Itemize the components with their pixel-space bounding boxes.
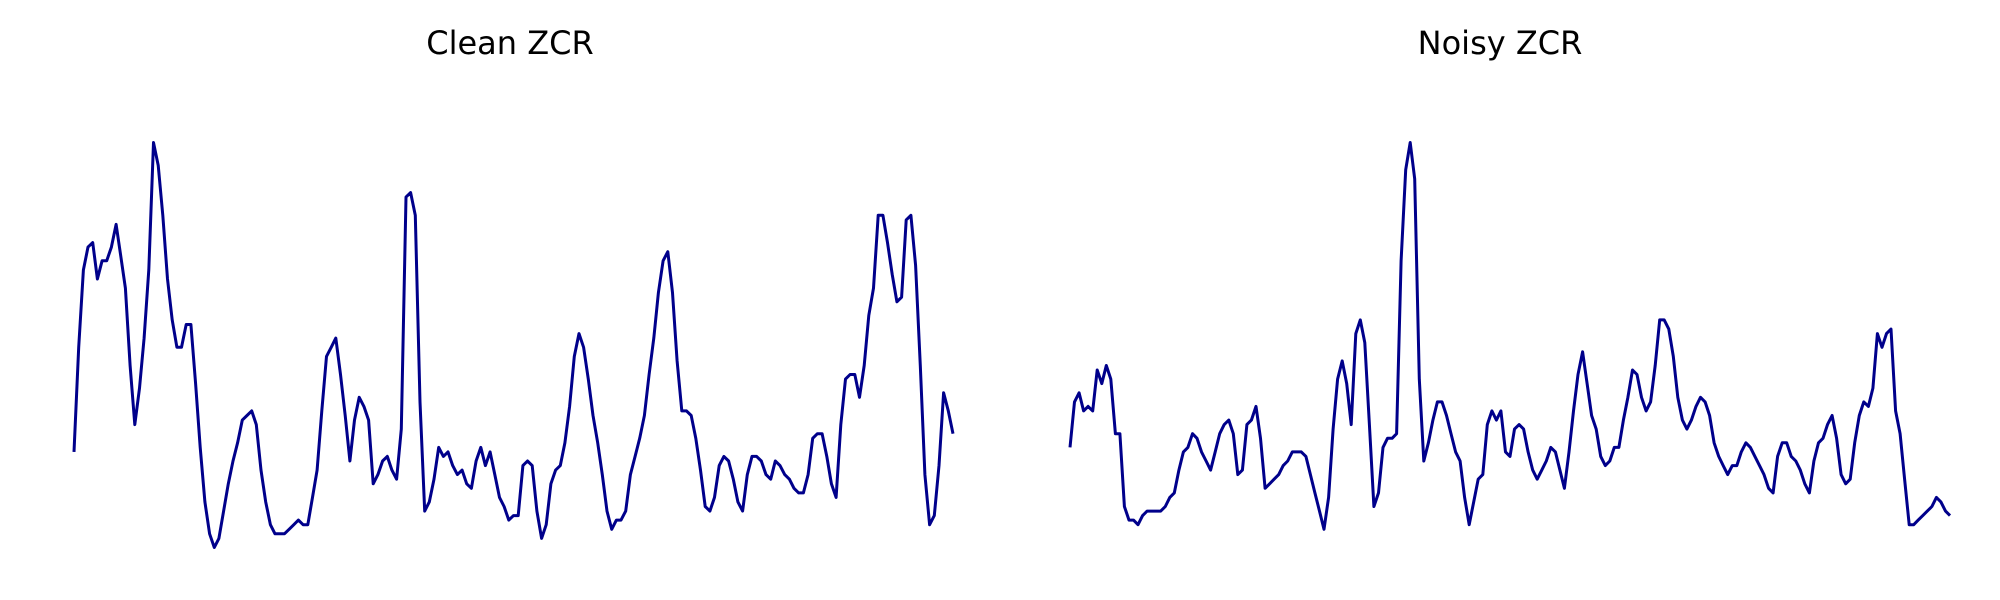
series-line [1068,141,1952,531]
clean-zcr-plot [72,141,955,549]
noisy-zcr-plot [1068,141,1952,531]
clean-zcr-chart: Clean ZCR [72,24,955,549]
series-line [72,141,955,549]
chart-title: Noisy ZCR [1417,24,1583,62]
noisy-zcr-chart: Noisy ZCR [1000,0,2000,600]
chart-title: Clean ZCR [426,24,594,62]
